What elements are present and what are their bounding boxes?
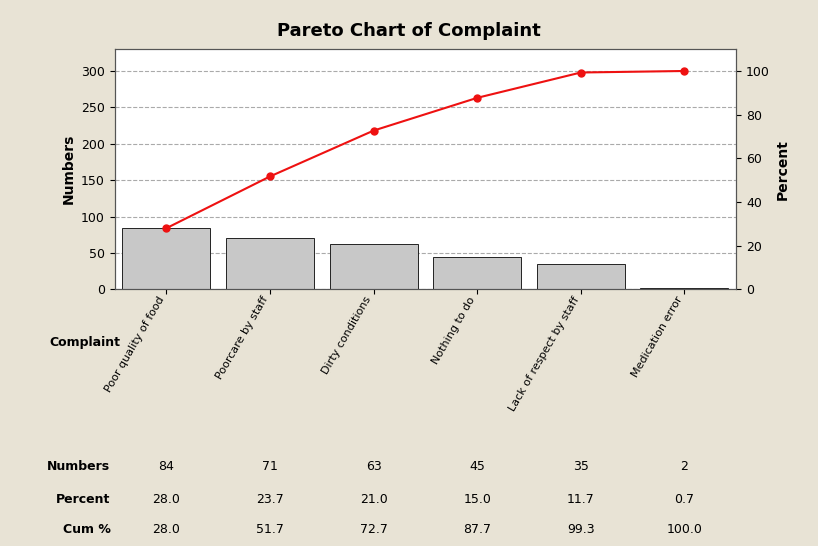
Text: Cum %: Cum % (62, 523, 110, 536)
Text: Nothing to do: Nothing to do (430, 295, 477, 366)
Text: 45: 45 (470, 460, 485, 473)
Bar (537, 264, 625, 289)
Y-axis label: Percent: Percent (775, 139, 789, 200)
Text: Poor quality of food: Poor quality of food (103, 295, 166, 394)
Bar (640, 288, 729, 289)
Text: 71: 71 (262, 460, 278, 473)
Bar (330, 244, 418, 289)
Text: Poorcare by staff: Poorcare by staff (214, 295, 270, 381)
Bar (226, 238, 314, 289)
Text: Pareto Chart of Complaint: Pareto Chart of Complaint (277, 22, 541, 40)
Text: 100.0: 100.0 (667, 523, 703, 536)
Text: Medication error: Medication error (630, 295, 685, 379)
Text: 87.7: 87.7 (463, 523, 491, 536)
Text: 28.0: 28.0 (152, 493, 180, 506)
Text: 11.7: 11.7 (567, 493, 595, 506)
Text: Dirty conditions: Dirty conditions (321, 295, 374, 376)
Text: 99.3: 99.3 (567, 523, 595, 536)
Text: 2: 2 (681, 460, 688, 473)
Bar (123, 228, 210, 289)
Text: 23.7: 23.7 (256, 493, 284, 506)
Text: 63: 63 (366, 460, 381, 473)
Text: 35: 35 (573, 460, 589, 473)
Text: Percent: Percent (56, 493, 110, 506)
Text: Lack of respect by staff: Lack of respect by staff (507, 295, 581, 413)
Text: 0.7: 0.7 (674, 493, 694, 506)
Bar (434, 257, 521, 289)
Text: 51.7: 51.7 (256, 523, 284, 536)
Text: 28.0: 28.0 (152, 523, 180, 536)
Text: 15.0: 15.0 (463, 493, 491, 506)
Text: 21.0: 21.0 (360, 493, 388, 506)
Text: Complaint: Complaint (49, 336, 120, 349)
Y-axis label: Numbers: Numbers (61, 134, 75, 204)
Text: 84: 84 (159, 460, 174, 473)
Text: Numbers: Numbers (47, 460, 110, 473)
Text: 72.7: 72.7 (360, 523, 388, 536)
